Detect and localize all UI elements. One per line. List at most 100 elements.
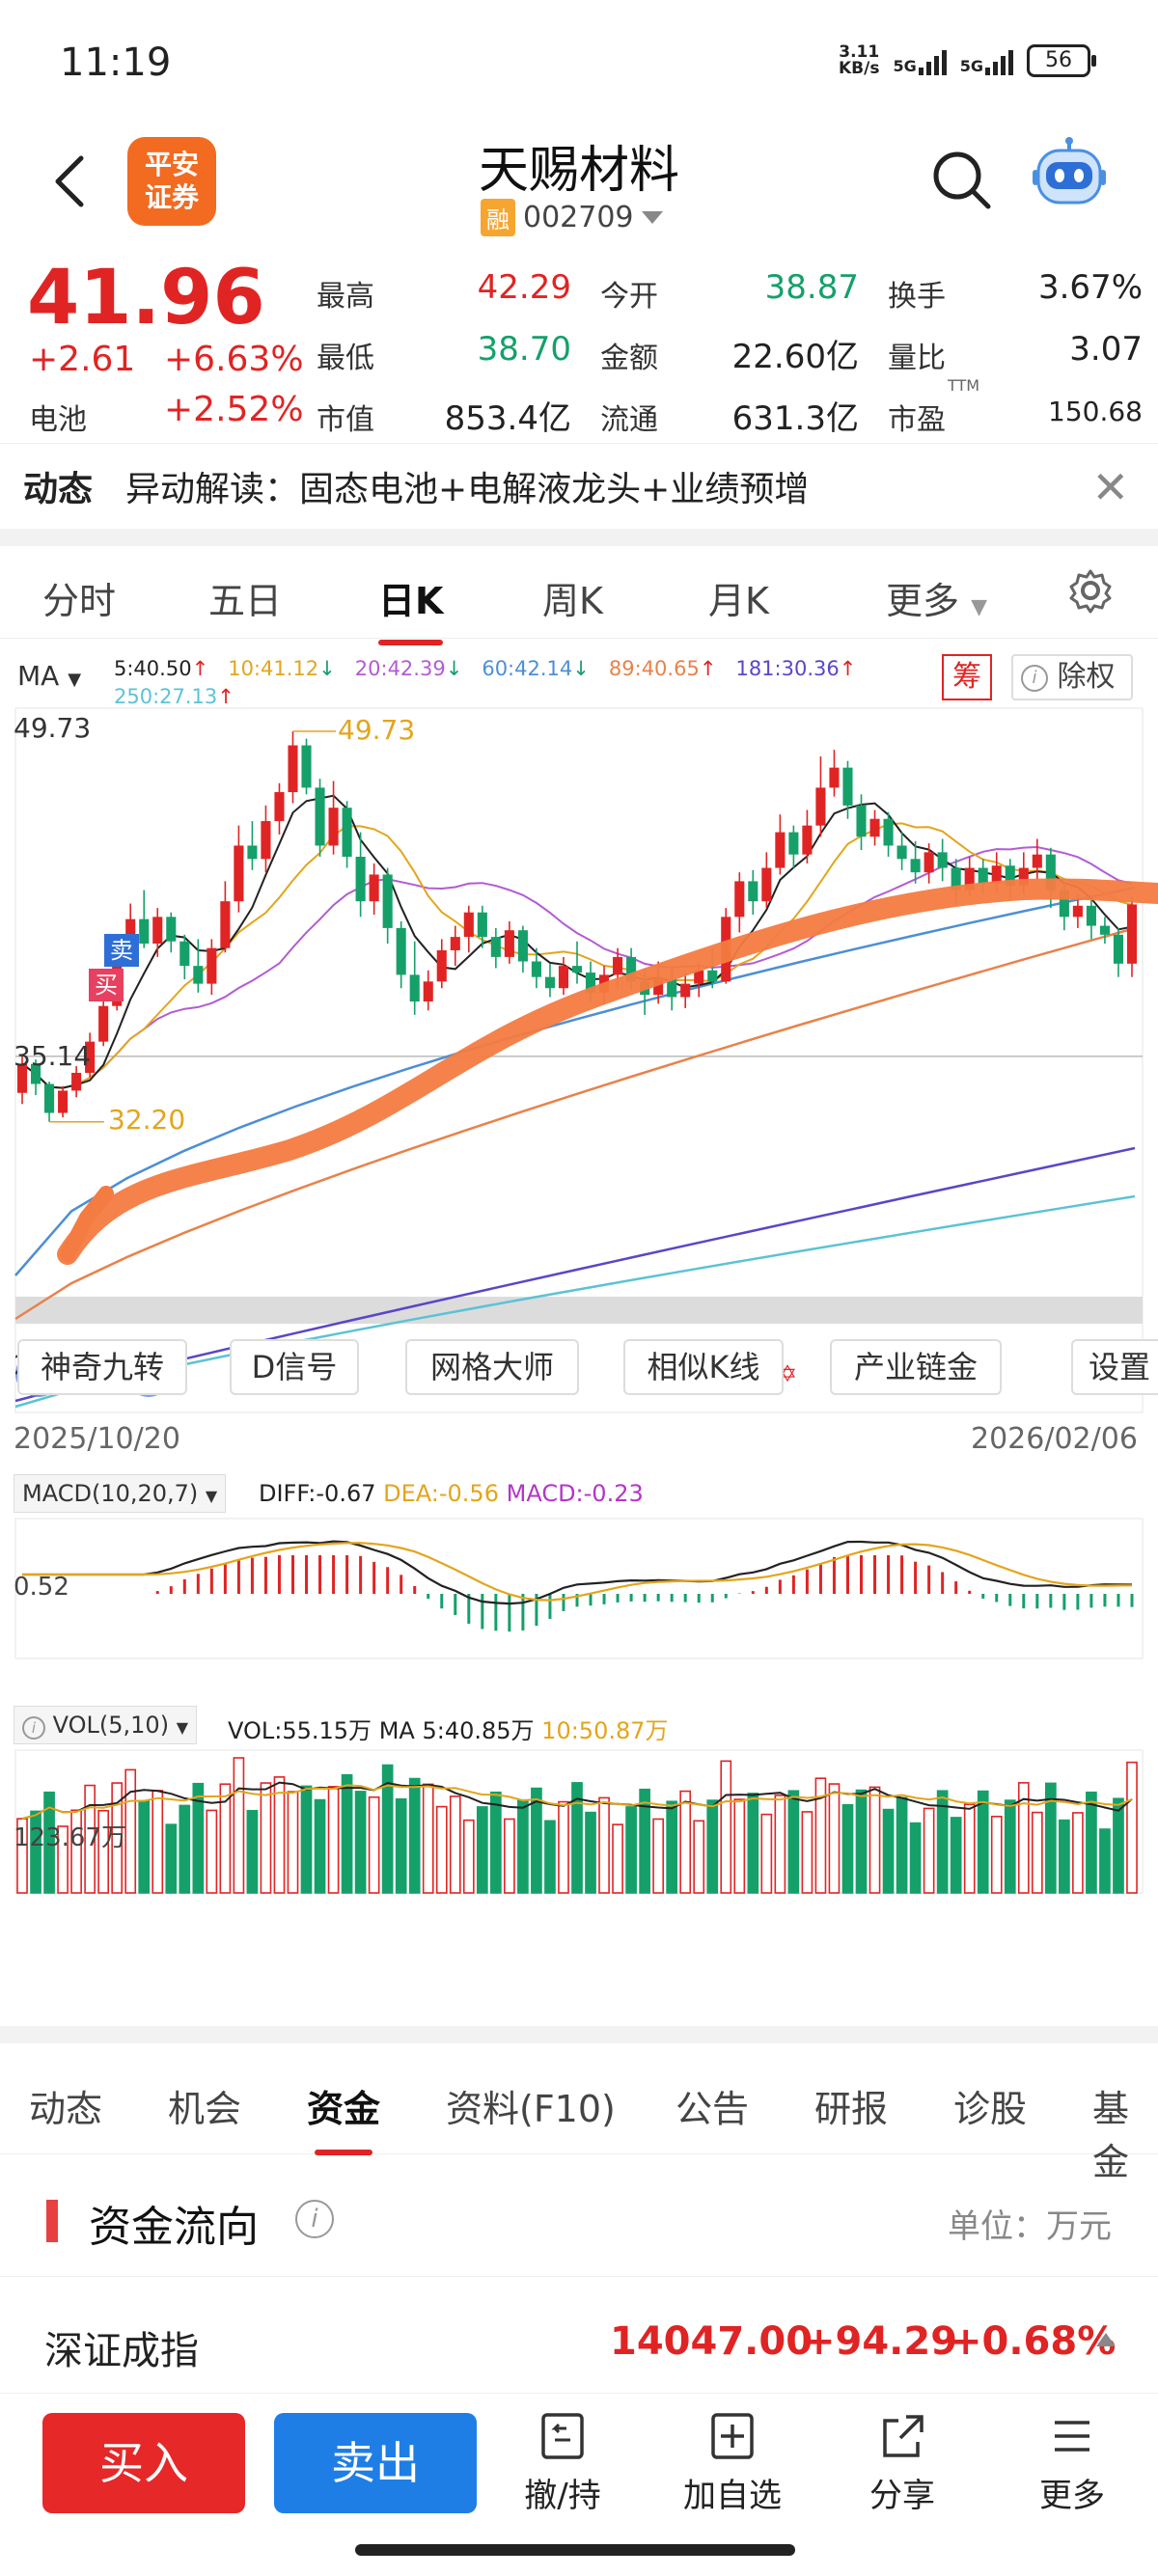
volume-bar <box>435 1805 448 1894</box>
gear-icon[interactable] <box>1067 567 1114 614</box>
candle-body <box>193 966 204 984</box>
candle-body <box>896 845 907 860</box>
tab-more[interactable]: 更多 ▼ <box>886 571 987 624</box>
broker-logo[interactable]: 平安 证券 <box>127 137 216 226</box>
candle-body <box>315 787 325 846</box>
tab-intraday[interactable]: 分时 <box>42 580 117 622</box>
logo-line-1: 平安 <box>144 149 199 180</box>
volume-bar <box>57 1825 69 1894</box>
add-watchlist-button[interactable]: 加自选 <box>670 2411 795 2516</box>
news-text[interactable]: 异动解读：固态电池+电解液龙头+业绩预增 <box>125 470 810 509</box>
ma10-legend: 10:41.12 <box>228 657 319 680</box>
volume-bar <box>814 1777 827 1894</box>
tab-fund[interactable]: 资金 <box>307 2079 380 2155</box>
tab-monthly-k[interactable]: 月K <box>708 580 769 622</box>
annotation-stroke-tip <box>60 1186 114 1262</box>
divider <box>0 2026 1158 2043</box>
ma5-legend: 5:40.50 <box>114 657 192 680</box>
shade-band <box>15 1297 1143 1324</box>
more-label: 更多 <box>1039 2477 1105 2515</box>
buy-button[interactable]: 买入 <box>42 2413 245 2513</box>
news-ticker[interactable]: 动态 异动解读：固态电池+电解液龙头+业绩预增 ✕ <box>0 444 1158 529</box>
search-icon[interactable] <box>928 147 996 214</box>
stock-code-selector[interactable]: 融 002709 <box>481 199 663 236</box>
candle-body <box>571 966 583 973</box>
tab-announcement[interactable]: 公告 <box>676 2088 750 2130</box>
candle-body <box>910 859 921 873</box>
volume-bar <box>287 1791 299 1894</box>
tab-research[interactable]: 研报 <box>814 2088 889 2130</box>
volume-bar <box>476 1806 488 1894</box>
back-arrow-icon[interactable] <box>50 152 89 210</box>
more-button[interactable]: 更多 <box>1009 2411 1135 2516</box>
candle-body <box>261 821 271 860</box>
volume-bar <box>1113 1797 1124 1894</box>
tool-grid-master[interactable]: 网格大师 <box>405 1339 579 1395</box>
price-change: +2.61 <box>29 340 136 379</box>
tab-five-day[interactable]: 五日 <box>208 580 283 622</box>
tool-industry-chain[interactable]: 产业链金 <box>830 1339 1002 1395</box>
tab-fund-holdings[interactable]: 基金 <box>1092 2088 1130 2183</box>
info-icon[interactable]: i <box>295 2200 334 2238</box>
tool-d-signal[interactable]: D信号 <box>230 1339 359 1395</box>
vol-ma10-value: 10:50.87万 <box>541 1717 669 1744</box>
sector-name[interactable]: 电池 <box>29 403 87 437</box>
sector-change-pct[interactable]: +2.52% <box>164 390 304 429</box>
ma-selector[interactable]: MA ▼ <box>17 660 81 692</box>
volume-bar <box>841 1803 854 1894</box>
signal-1-label: 5G <box>893 57 917 75</box>
candle-body <box>152 917 163 945</box>
divider <box>0 529 1158 546</box>
tab-daily-k[interactable]: 日K <box>378 571 444 645</box>
low-label: 最低 <box>317 342 374 375</box>
macd-selector[interactable]: MACD(10,20,7) ▼ <box>14 1474 227 1513</box>
tool-similar-kline[interactable]: 相似K线 <box>623 1339 784 1395</box>
start-date: 2025/10/20 <box>14 1422 180 1456</box>
tab-opportunity[interactable]: 机会 <box>168 2088 242 2130</box>
kline-chart-area[interactable]: ✡q MA ▼ 5:40.50↑ 10:41.12↓ 20:42.39↓ 60:… <box>0 639 1158 1946</box>
volume-bar <box>977 1790 989 1894</box>
net-speed-value: 3.11 <box>839 42 880 62</box>
amount-value: 22.60亿 <box>731 338 859 376</box>
index-ticker[interactable]: 深证成指 14047.00 +94.29 +0.68% <box>0 2294 1158 2391</box>
candle-body <box>247 845 258 860</box>
share-button[interactable]: 分享 <box>840 2411 965 2516</box>
status-icons: 3.11 KB/s 5G 5G 56 <box>839 42 1096 77</box>
candle-body <box>924 852 934 873</box>
close-icon[interactable]: ✕ <box>1091 461 1129 513</box>
end-date: 2026/02/06 <box>971 1422 1138 1456</box>
candle-body <box>1099 925 1110 935</box>
cancel-hold-button[interactable]: 撤/持 <box>500 2411 625 2516</box>
candle-body <box>355 856 366 902</box>
tab-news[interactable]: 动态 <box>29 2088 103 2130</box>
buy-signal-badge[interactable]: 买 <box>89 969 124 1001</box>
tab-f10[interactable]: 资料(F10) <box>446 2088 616 2130</box>
candle-body <box>207 947 217 984</box>
volume-bar <box>490 1791 502 1894</box>
ex-rights-button[interactable]: i 除权 <box>1011 654 1133 700</box>
tool-settings[interactable]: 设置 <box>1071 1339 1158 1395</box>
kline-chart-svg[interactable]: ✡q <box>0 639 1158 1946</box>
volume-bar <box>111 1782 124 1894</box>
dea-line <box>22 1542 1133 1602</box>
section-marker <box>46 2200 58 2242</box>
chip-distribution-button[interactable]: 筹 <box>942 654 992 700</box>
candle-body <box>369 874 379 902</box>
tab-weekly-k[interactable]: 周K <box>542 580 603 622</box>
tool-nine-turn[interactable]: 神奇九转 <box>17 1339 187 1395</box>
candle-body <box>680 983 691 998</box>
sell-button[interactable]: 卖出 <box>274 2413 477 2513</box>
volume-bar <box>300 1785 313 1894</box>
tab-diagnosis[interactable]: 诊股 <box>953 2088 1028 2130</box>
ma250-line <box>14 1194 1136 1409</box>
stock-name: 天赐材料 <box>478 142 679 200</box>
vol-selector[interactable]: i VOL(5,10) ▼ <box>14 1706 198 1744</box>
sell-signal-badge[interactable]: 卖 <box>104 934 139 967</box>
market-cap-value: 853.4亿 <box>444 399 571 438</box>
app-header: 平安 证券 天赐材料 融 002709 <box>0 125 1158 251</box>
y-max-label: 49.73 <box>14 712 92 744</box>
volume-bar <box>233 1757 245 1894</box>
candle-body <box>613 956 623 975</box>
ai-assistant-robot-icon[interactable] <box>1031 137 1108 214</box>
